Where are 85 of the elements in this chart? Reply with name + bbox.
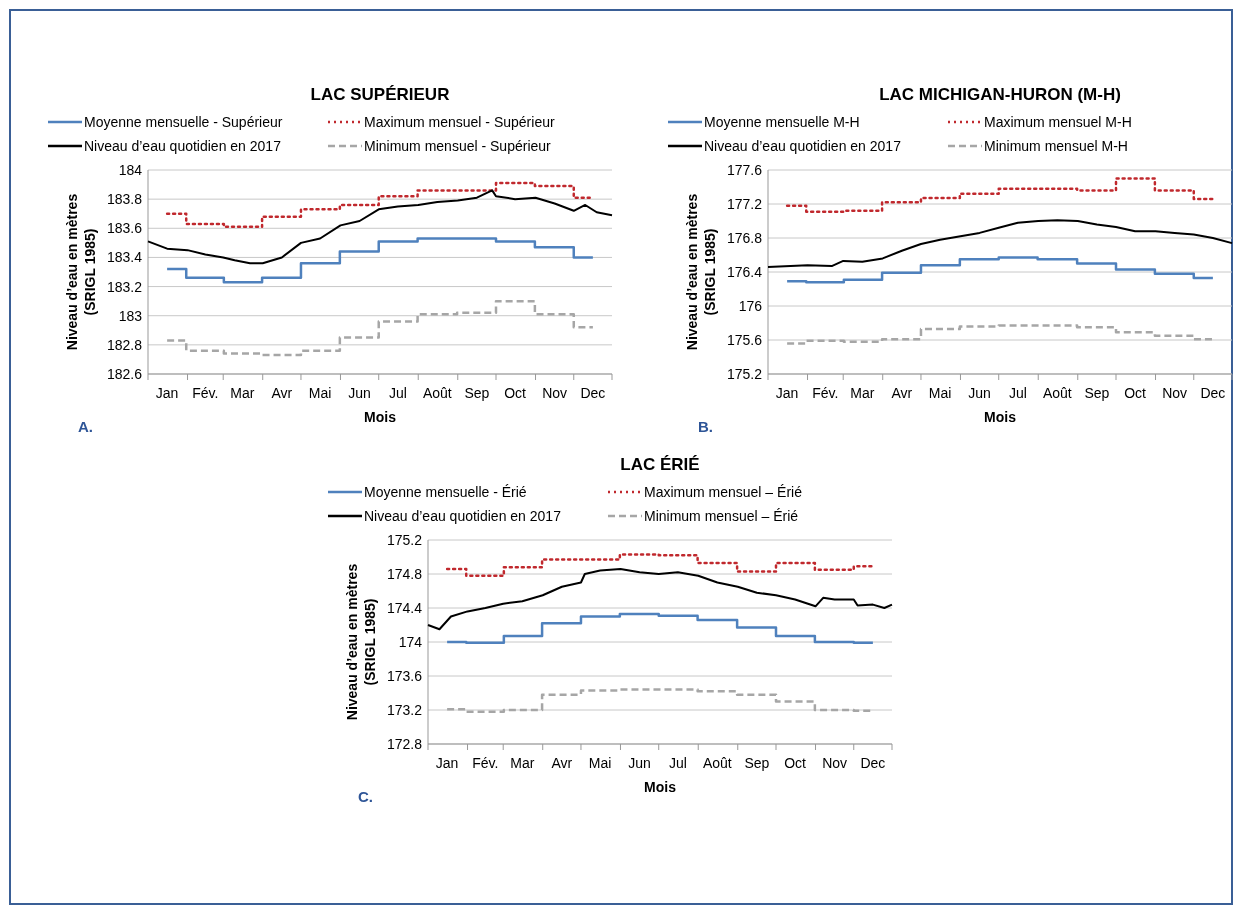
x-tick-label: Fév. — [192, 385, 219, 401]
x-tick-label: Jul — [1008, 385, 1027, 401]
y-tick-label: 175.6 — [726, 332, 763, 348]
y-tick-label: 177.2 — [726, 196, 763, 212]
x-tick-label: Dec — [860, 755, 886, 771]
legend-label: Minimum mensuel - Supérieur — [364, 138, 552, 154]
legend-label: Niveau d’eau quotidien en 2017 — [364, 508, 562, 524]
x-tick-label: Mar — [510, 755, 535, 771]
x-tick-label: Mai — [588, 755, 612, 771]
x-tick-label: Fév. — [812, 385, 839, 401]
chart-title: LAC ÉRIÉ — [620, 455, 700, 474]
legend-label: Minimum mensuel M-H — [984, 138, 1128, 154]
legend-label: Moyenne mensuelle - Supérieur — [84, 114, 283, 130]
y-axis-title: Niveau d’eau en mètres (SRIGL 1985) — [344, 563, 378, 721]
x-tick-label: Jan — [155, 385, 179, 401]
y-tick-label: 174.4 — [386, 600, 423, 616]
x-tick-label: Août — [702, 755, 732, 771]
y-tick-label: 173.2 — [386, 702, 423, 718]
x-tick-label: Sep — [464, 385, 490, 401]
x-tick-label: Jun — [628, 755, 651, 771]
y-tick-label: 183.8 — [106, 191, 143, 208]
x-tick-label: Août — [422, 385, 452, 401]
x-tick-label: Dec — [1200, 385, 1226, 401]
x-tick-label: Nov — [822, 755, 848, 771]
x-tick-label: Avr — [891, 385, 913, 401]
text: C. — [358, 788, 373, 805]
y-tick-label: 183 — [118, 307, 143, 324]
x-tick-label: Jan — [775, 385, 799, 401]
x-tick-label: Fév. — [472, 755, 499, 771]
x-tick-label: Oct — [504, 385, 527, 401]
x-tick-label: Sep — [1084, 385, 1110, 401]
text: B. — [698, 418, 713, 435]
y-tick-label: 183.6 — [106, 220, 143, 237]
x-tick-label: Jan — [435, 755, 459, 771]
y-axis-title: Niveau d’eau en mètres (SRIGL 1985) — [684, 193, 718, 351]
legend-label: Maximum mensuel – Érié — [644, 484, 803, 500]
y-tick-label: 176.8 — [726, 230, 763, 246]
x-tick-label: Jul — [388, 385, 407, 401]
text: A. — [78, 418, 93, 435]
y-tick-label: 174.8 — [386, 566, 423, 582]
x-axis-title: Mois — [644, 779, 677, 795]
x-tick-label: Avr — [551, 755, 573, 771]
y-tick-label: 172.8 — [386, 736, 423, 752]
x-tick-label: Mar — [850, 385, 875, 401]
x-tick-label: Août — [1042, 385, 1072, 401]
x-tick-label: Nov — [542, 385, 568, 401]
legend-label: Moyenne mensuelle - Érié — [364, 484, 527, 500]
chart-title: LAC SUPÉRIEUR — [310, 85, 450, 104]
x-tick-label: Oct — [784, 755, 807, 771]
y-tick-label: 182.6 — [106, 366, 143, 382]
y-axis-title: Niveau d’eau en mètres (SRIGL 1985) — [64, 193, 98, 351]
legend-label: Moyenne mensuelle M-H — [704, 114, 860, 130]
y-tick-label: 183.2 — [106, 278, 143, 295]
legend-label: Minimum mensuel – Érié — [644, 508, 799, 524]
x-tick-label: Mar — [230, 385, 255, 401]
y-tick-label: 176.4 — [726, 264, 763, 280]
y-tick-label: 175.2 — [386, 532, 423, 548]
x-tick-label: Jun — [968, 385, 991, 401]
y-tick-label: 174 — [398, 634, 423, 650]
chart-title: LAC MICHIGAN-HURON (M-H) — [879, 85, 1121, 104]
legend-label: Maximum mensuel M-H — [984, 114, 1132, 130]
x-tick-label: Jun — [348, 385, 371, 401]
line-series — [767, 219, 1233, 268]
y-tick-label: 177.6 — [726, 162, 763, 178]
y-tick-label: 183.4 — [106, 249, 143, 266]
x-tick-label: Mai — [928, 385, 952, 401]
x-tick-label: Avr — [271, 385, 293, 401]
y-tick-label: 184 — [118, 162, 143, 178]
legend-label: Niveau d’eau quotidien en 2017 — [704, 138, 902, 154]
y-tick-label: 175.2 — [726, 366, 763, 382]
x-tick-label: Oct — [1124, 385, 1147, 401]
x-tick-label: Mai — [308, 385, 332, 401]
legend-label: Maximum mensuel - Supérieur — [364, 114, 555, 130]
x-tick-label: Sep — [744, 755, 770, 771]
x-axis-title: Mois — [984, 409, 1017, 425]
line-series — [147, 189, 613, 265]
y-tick-label: 173.6 — [386, 668, 423, 684]
x-tick-label: Dec — [580, 385, 606, 401]
y-tick-label: 176 — [738, 298, 763, 314]
line-series — [427, 567, 893, 631]
x-axis-title: Mois — [364, 409, 397, 425]
x-tick-label: Nov — [1162, 385, 1188, 401]
y-tick-label: 182.8 — [106, 336, 143, 353]
x-tick-label: Jul — [668, 755, 687, 771]
legend-label: Niveau d’eau quotidien en 2017 — [84, 138, 282, 154]
